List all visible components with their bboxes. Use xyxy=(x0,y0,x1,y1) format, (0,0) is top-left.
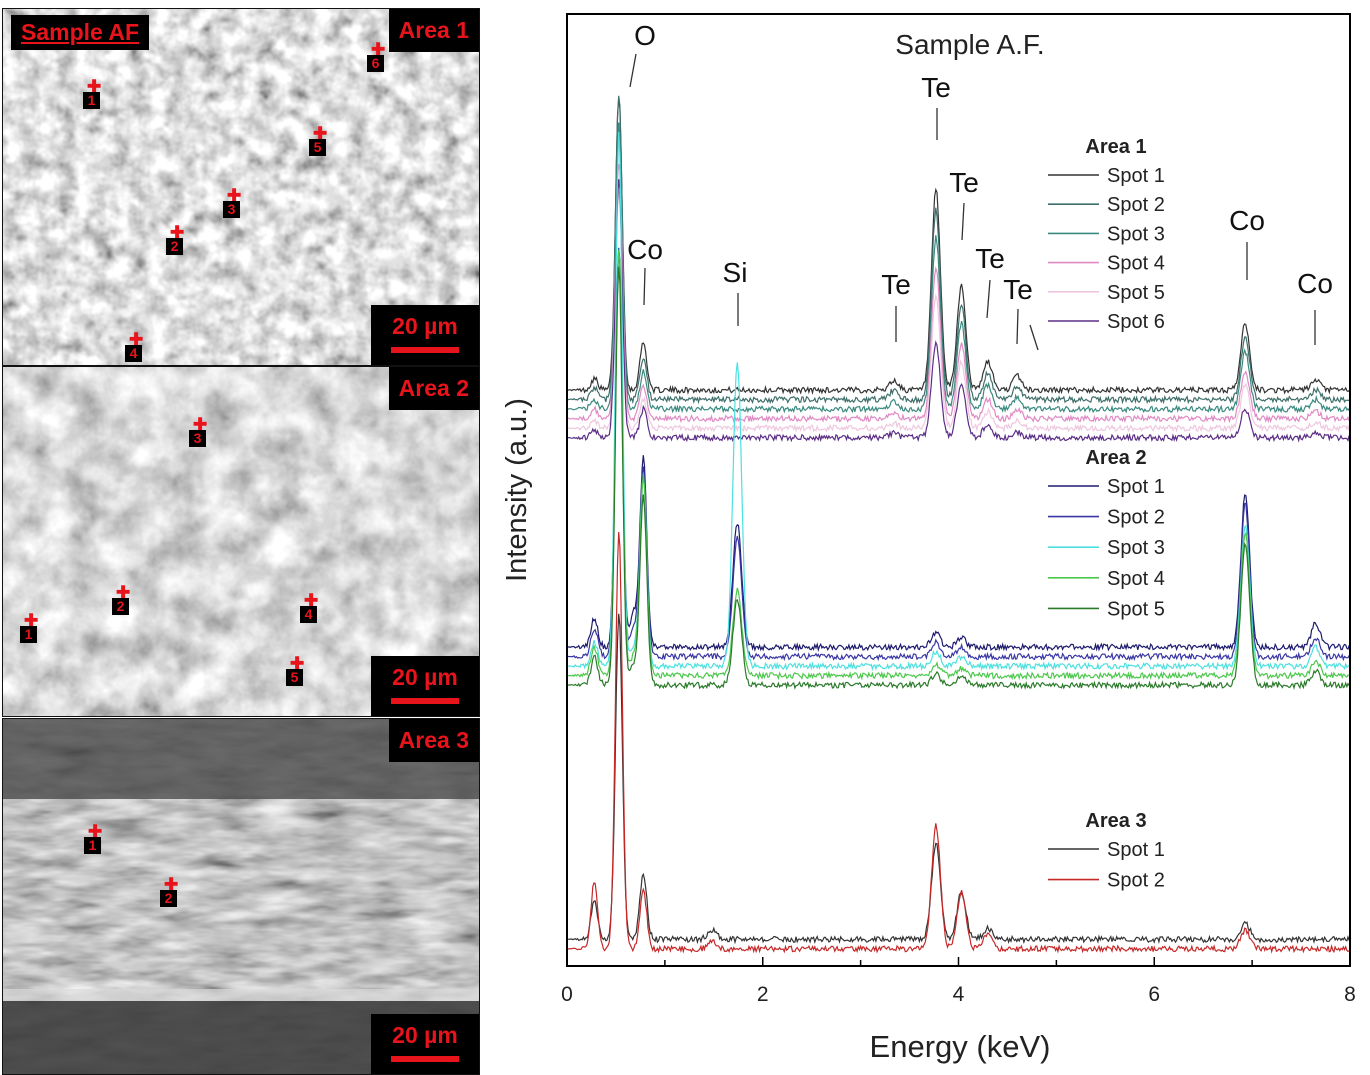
legend-label: Spot 4 xyxy=(1107,253,1165,275)
spot-marker: ✚ 5 xyxy=(286,655,306,688)
series-area-1-spot-3 xyxy=(566,122,1350,414)
scale-bar-label: 20 µm xyxy=(392,664,458,690)
series-area-2-spot-3 xyxy=(566,131,1350,672)
legend-title-area-1: Area 1 xyxy=(1085,136,1146,158)
area-label-1: Area 1 xyxy=(388,9,479,52)
series-area-2-spot-4 xyxy=(566,249,1350,681)
series-area-1-spot-1 xyxy=(566,97,1350,395)
series-area-2-spot-2 xyxy=(566,247,1350,662)
spot-number: 5 xyxy=(286,669,303,686)
spot-number: 3 xyxy=(189,430,206,447)
spot-marker: ✚ 2 xyxy=(160,876,180,909)
legend-label: Spot 2 xyxy=(1107,194,1165,216)
series-area-3-spot-1 xyxy=(567,613,1350,945)
spot-number: 4 xyxy=(300,606,317,623)
peak-leader-line xyxy=(961,202,965,241)
legend-label: Spot 3 xyxy=(1107,537,1165,559)
peak-label-te: Te xyxy=(975,243,1005,274)
legend-label: Spot 5 xyxy=(1107,598,1165,620)
peak-label-co: Co xyxy=(627,234,663,265)
legend-label: Spot 5 xyxy=(1107,282,1165,304)
series-area-1-spot-2 xyxy=(567,95,1350,405)
spot-marker: ✚ 6 xyxy=(367,41,387,74)
eds-spectra-chart: 0 2 4 6 8 Sample A.F. Energy (keV) Intensity… xyxy=(501,13,1356,1064)
spot-marker: ✚ 2 xyxy=(112,584,132,617)
legend-title-area-2: Area 2 xyxy=(1085,447,1146,469)
peak-leader-line xyxy=(643,267,646,306)
plot-frame xyxy=(566,13,1351,967)
spot-number: 1 xyxy=(83,92,100,109)
spectra-series xyxy=(566,95,1350,954)
legend-label: Spot 1 xyxy=(1107,165,1165,187)
x-tick-label: 0 xyxy=(561,983,573,1006)
peak-leader-line xyxy=(986,279,991,319)
spot-marker: ✚ 1 xyxy=(83,78,103,111)
x-axis-label: Energy (keV) xyxy=(870,1029,1051,1064)
spot-number: 1 xyxy=(84,837,101,854)
x-tick-label: 8 xyxy=(1344,983,1356,1006)
y-axis-label: Intensity (a.u.) xyxy=(501,398,533,582)
spot-number: 2 xyxy=(166,238,183,255)
peak-label-te: Te xyxy=(1003,274,1033,305)
x-tick-label: 6 xyxy=(1148,983,1160,1006)
spot-number: 5 xyxy=(309,139,326,156)
spot-marker: ✚ 1 xyxy=(84,823,104,856)
peak-label-co: Co xyxy=(1229,205,1265,236)
peak-label-o: O xyxy=(634,20,656,51)
series-area-2-spot-1 xyxy=(566,249,1350,653)
peak-label-te: Te xyxy=(881,269,911,300)
x-tick-label: 2 xyxy=(757,983,769,1006)
scale-bar-label: 20 µm xyxy=(392,1022,458,1048)
legend-label: Spot 4 xyxy=(1107,568,1165,590)
series-area-1-spot-5 xyxy=(566,190,1350,433)
scale-bar-1: 20 µm xyxy=(371,305,479,365)
series-area-1-spot-4 xyxy=(566,163,1350,424)
spot-number: 4 xyxy=(125,345,142,362)
spot-marker: ✚ 1 xyxy=(20,612,40,645)
spot-marker: ✚ 5 xyxy=(309,125,329,158)
spot-number: 3 xyxy=(223,201,240,218)
peak-label-te: Te xyxy=(921,72,951,103)
legend-label: Spot 2 xyxy=(1107,507,1165,529)
x-axis: 0 2 4 6 8 xyxy=(561,957,1356,1006)
chart-title: Sample A.F. xyxy=(895,29,1044,60)
legend-label: Spot 6 xyxy=(1107,311,1165,333)
sem-image-area-2: Area 2 20 µm ✚ 1 ✚ 2 ✚ 3 ✚ 4 ✚ 5 xyxy=(2,366,480,717)
scale-bar-label: 20 µm xyxy=(392,313,458,339)
scale-bar-3: 20 µm xyxy=(371,1014,479,1074)
spot-number: 2 xyxy=(160,890,177,907)
sample-label: Sample AF xyxy=(11,15,150,50)
area-label-3: Area 3 xyxy=(388,719,479,762)
series-area-2-spot-5 xyxy=(566,266,1350,691)
peak-leader-line xyxy=(1016,308,1019,345)
peak-leader-line xyxy=(629,53,637,88)
spot-number: 6 xyxy=(367,55,384,72)
legend-label: Spot 3 xyxy=(1107,223,1165,245)
peak-label-si: Si xyxy=(723,257,748,288)
area-label-2: Area 2 xyxy=(388,367,479,410)
scale-bar-2: 20 µm xyxy=(371,656,479,716)
legend-label: Spot 1 xyxy=(1107,476,1165,498)
spot-marker: ✚ 3 xyxy=(189,416,209,449)
legend-label: Spot 1 xyxy=(1107,839,1165,861)
legend-title-area-3: Area 3 xyxy=(1085,810,1146,832)
x-tick-label: 4 xyxy=(953,983,965,1006)
spot-marker: ✚ 2 xyxy=(166,224,186,257)
spot-number: 1 xyxy=(20,626,37,643)
legend-label: Spot 2 xyxy=(1107,870,1165,892)
spot-marker: ✚ 3 xyxy=(223,187,243,220)
series-area-3-spot-2 xyxy=(566,531,1350,954)
series-area-1-spot-6 xyxy=(566,179,1350,443)
peak-label-te: Te xyxy=(949,167,979,198)
legend: Area 1 Spot 1 Spot 2 Spot 3 Spot 4 Spot 5 Spot… xyxy=(1048,136,1165,892)
sem-image-area-1: Sample AF Area 1 20 µm ✚ 1 ✚ 2 ✚ 3 ✚ 4 ✚ 5 ✚ 6 xyxy=(2,8,480,366)
sem-image-area-3: Area 3 20 µm ✚ 1 ✚ 2 xyxy=(2,718,480,1075)
spot-number: 2 xyxy=(112,598,129,615)
peak-label-co: Co xyxy=(1297,268,1333,299)
spot-marker: ✚ 4 xyxy=(300,592,320,625)
peak-leader-line xyxy=(1029,324,1039,351)
spot-marker: ✚ 4 xyxy=(125,331,145,364)
